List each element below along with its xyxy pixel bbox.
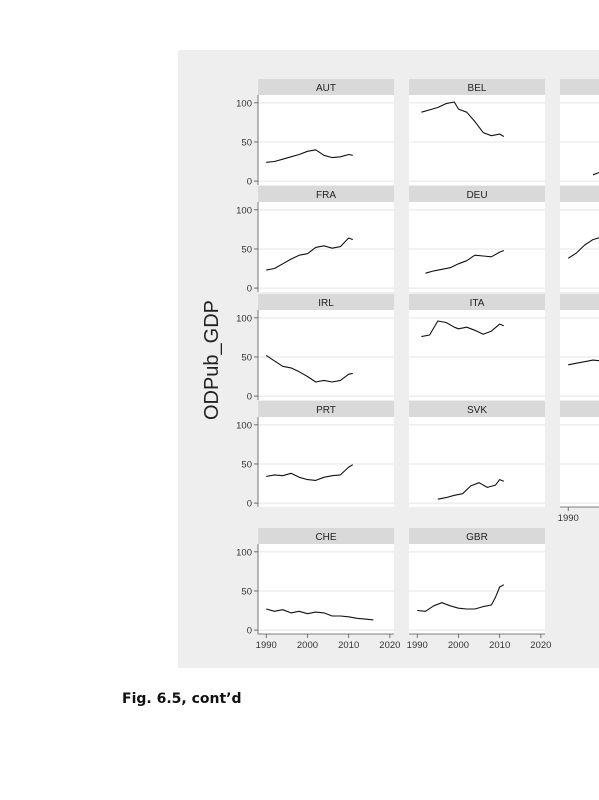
x-tick-label: 2000 [297,640,318,651]
y-axis-label: ODPub_GDP [201,300,223,420]
y-tick-label: 0 [247,499,252,510]
series-line [266,237,353,271]
panel-partial-11: 1990 [558,401,599,524]
panel-fra: FRA 0 50 100 [236,186,394,295]
panel-header [560,401,599,417]
series-line [425,249,504,274]
plot-area [409,310,545,400]
series-line [265,354,353,383]
panel-bel: BEL [409,79,545,185]
panel-aut: AUT 0 50 100 [236,79,394,188]
panel-che: CHE 0 50 100 1990 2000 2010 2020 [236,528,400,651]
panel-header [258,294,394,310]
panel-prt: PRT 0 50 100 [236,401,394,510]
plot-area [258,544,394,634]
panel-partial-8 [560,294,599,400]
y-tick-label: 50 [241,459,252,470]
plot-area [409,95,545,185]
panel-title: SVK [467,405,487,416]
y-tick-label: 50 [241,586,252,597]
panel-deu: DEU [409,186,545,292]
x-tick-label: 2010 [489,640,510,651]
figure-caption: Fig. 6.5, cont’d [122,691,242,707]
x-tick-label: 2000 [448,640,469,651]
y-tick-label: 50 [241,244,252,255]
series-line [421,101,505,137]
series-line [437,479,504,500]
panel-title: FRA [316,190,336,201]
plot-area [258,417,394,507]
x-tick-label: 1990 [407,640,428,651]
panel-irl: IRL 0 50 100 [236,294,394,403]
plot-area [258,310,394,400]
series-line [266,608,374,621]
y-tick-label: 0 [247,626,252,637]
panel-title: GBR [466,532,488,543]
series-line [568,359,599,366]
facet-panels: AUT 0 50 100 BEL FRA 0 50 100 DEU IRL 0 50 100 ITA PRT 0… [236,79,599,651]
y-tick-label: 100 [236,313,252,324]
panel-partial-5 [560,186,599,292]
plot-area [258,95,394,185]
series-line [266,464,354,481]
panel-header [560,294,599,310]
plot-area [560,310,599,400]
panel-header [258,186,394,202]
y-tick-label: 50 [241,137,252,148]
y-tick-label: 50 [241,352,252,363]
series-line [567,237,599,259]
plot-area [409,544,545,634]
x-tick-label: 2020 [530,640,551,651]
panel-header [409,79,545,95]
panel-svk: SVK [409,401,545,507]
plot-area [560,417,599,507]
panel-header [560,79,599,95]
panel-title: BEL [468,83,487,94]
y-tick-label: 100 [236,205,252,216]
plot-area [560,95,599,185]
x-tick-label: 2010 [338,640,359,651]
plot-area [258,202,394,292]
series-line [417,584,505,612]
panel-title: DEU [466,190,487,201]
plot-area [560,202,599,292]
panel-title: AUT [316,83,336,94]
panel-header [258,401,394,417]
y-tick-label: 0 [247,177,252,188]
plot-area [409,417,545,507]
y-tick-label: 100 [236,547,252,558]
panel-title: ITA [470,298,485,309]
panel-header [560,186,599,202]
panel-header [258,79,394,95]
series-line [421,320,504,338]
series-line [266,149,353,163]
panel-title: IRL [318,298,334,309]
x-tick-label: 2020 [379,640,400,651]
panel-header [409,186,545,202]
panel-title: CHE [315,532,336,543]
panel-header [258,528,394,544]
panel-header [409,528,545,544]
panel-gbr: GBR 1990 2000 2010 2020 [407,528,551,651]
panel-ita: ITA [409,294,545,400]
y-tick-label: 100 [236,98,252,109]
panel-header [409,401,545,417]
y-tick-label: 0 [247,392,252,403]
panel-partial-2 [560,79,599,185]
y-tick-label: 0 [247,284,252,295]
panel-title: PRT [316,405,336,416]
y-tick-label: 100 [236,420,252,431]
plot-area [409,202,545,292]
panel-header [409,294,545,310]
series-line [592,171,599,176]
x-tick-label: 1990 [256,640,277,651]
x-tick-label: 1990 [558,513,579,524]
